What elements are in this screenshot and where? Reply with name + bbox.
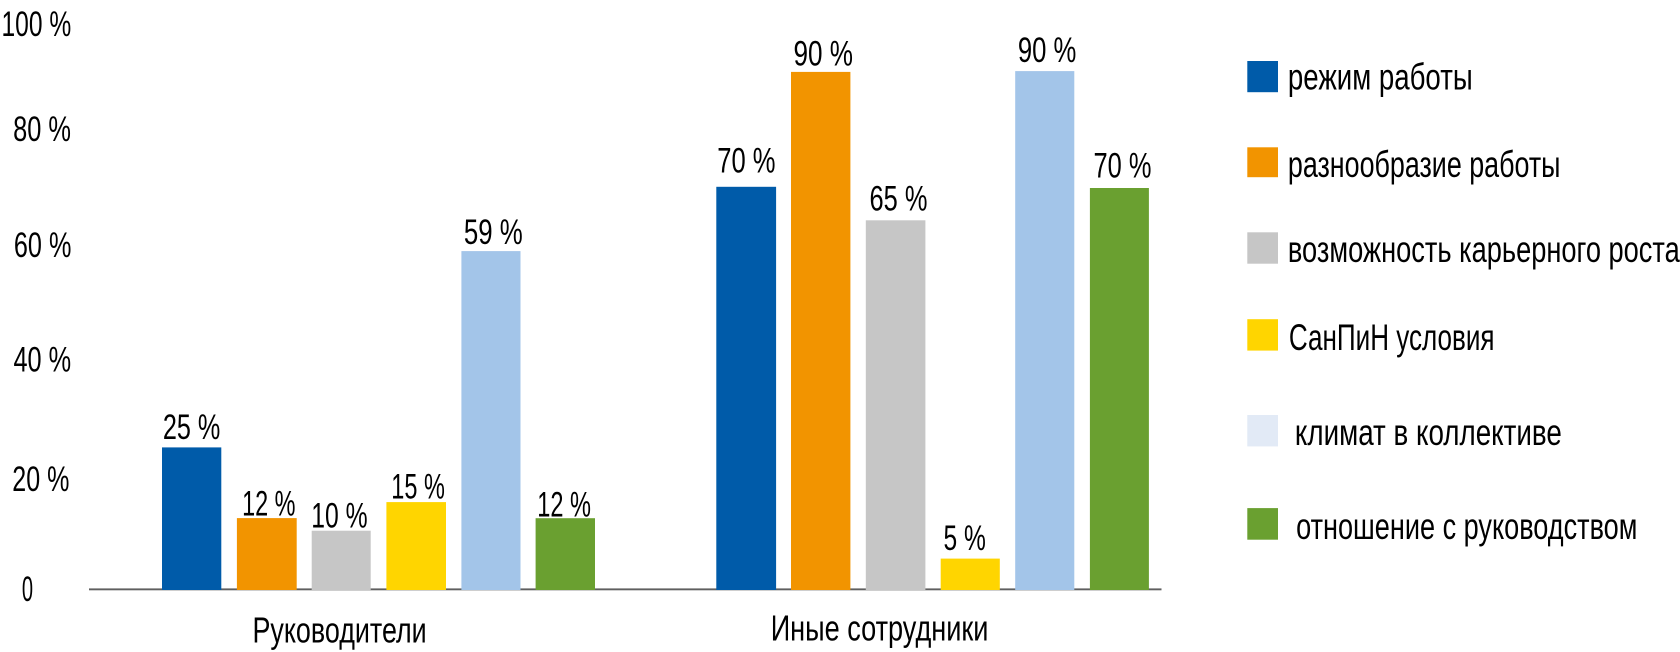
svg-text:12 %: 12 % [242, 485, 295, 524]
svg-text:20 %: 20 % [12, 460, 69, 499]
svg-text:климат в коллективе: климат в коллективе [1295, 411, 1562, 453]
svg-text:12 %: 12 % [537, 486, 591, 525]
svg-text:90 %: 90 % [794, 34, 853, 74]
svg-text:90 %: 90 % [1018, 30, 1076, 70]
svg-text:возможность карьерного роста: возможность карьерного роста [1288, 229, 1680, 270]
svg-text:70 %: 70 % [1094, 147, 1152, 186]
svg-text:режим работы: режим работы [1288, 56, 1473, 98]
svg-text:Иные сотрудники: Иные сотрудники [771, 608, 989, 649]
svg-text:5 %: 5 % [944, 520, 986, 558]
svg-text:40 %: 40 % [14, 341, 72, 380]
svg-text:25 %: 25 % [163, 408, 220, 447]
svg-text:разнообразие работы: разнообразие работы [1288, 144, 1561, 185]
svg-text:отношение с руководством: отношение с руководством [1296, 506, 1637, 547]
svg-text:0: 0 [22, 571, 33, 610]
svg-text:70 %: 70 % [717, 142, 775, 181]
svg-text:10 %: 10 % [311, 498, 367, 536]
svg-text:100 %: 100 % [2, 6, 72, 44]
svg-text:60 %: 60 % [14, 226, 71, 265]
svg-text:80 %: 80 % [13, 110, 71, 149]
svg-text:Руководители: Руководители [253, 609, 427, 650]
svg-text:15 %: 15 % [391, 468, 445, 507]
svg-text:65 %: 65 % [870, 180, 928, 219]
svg-text:59 %: 59 % [464, 212, 523, 252]
svg-text:СанПиН условия: СанПиН условия [1289, 316, 1495, 358]
